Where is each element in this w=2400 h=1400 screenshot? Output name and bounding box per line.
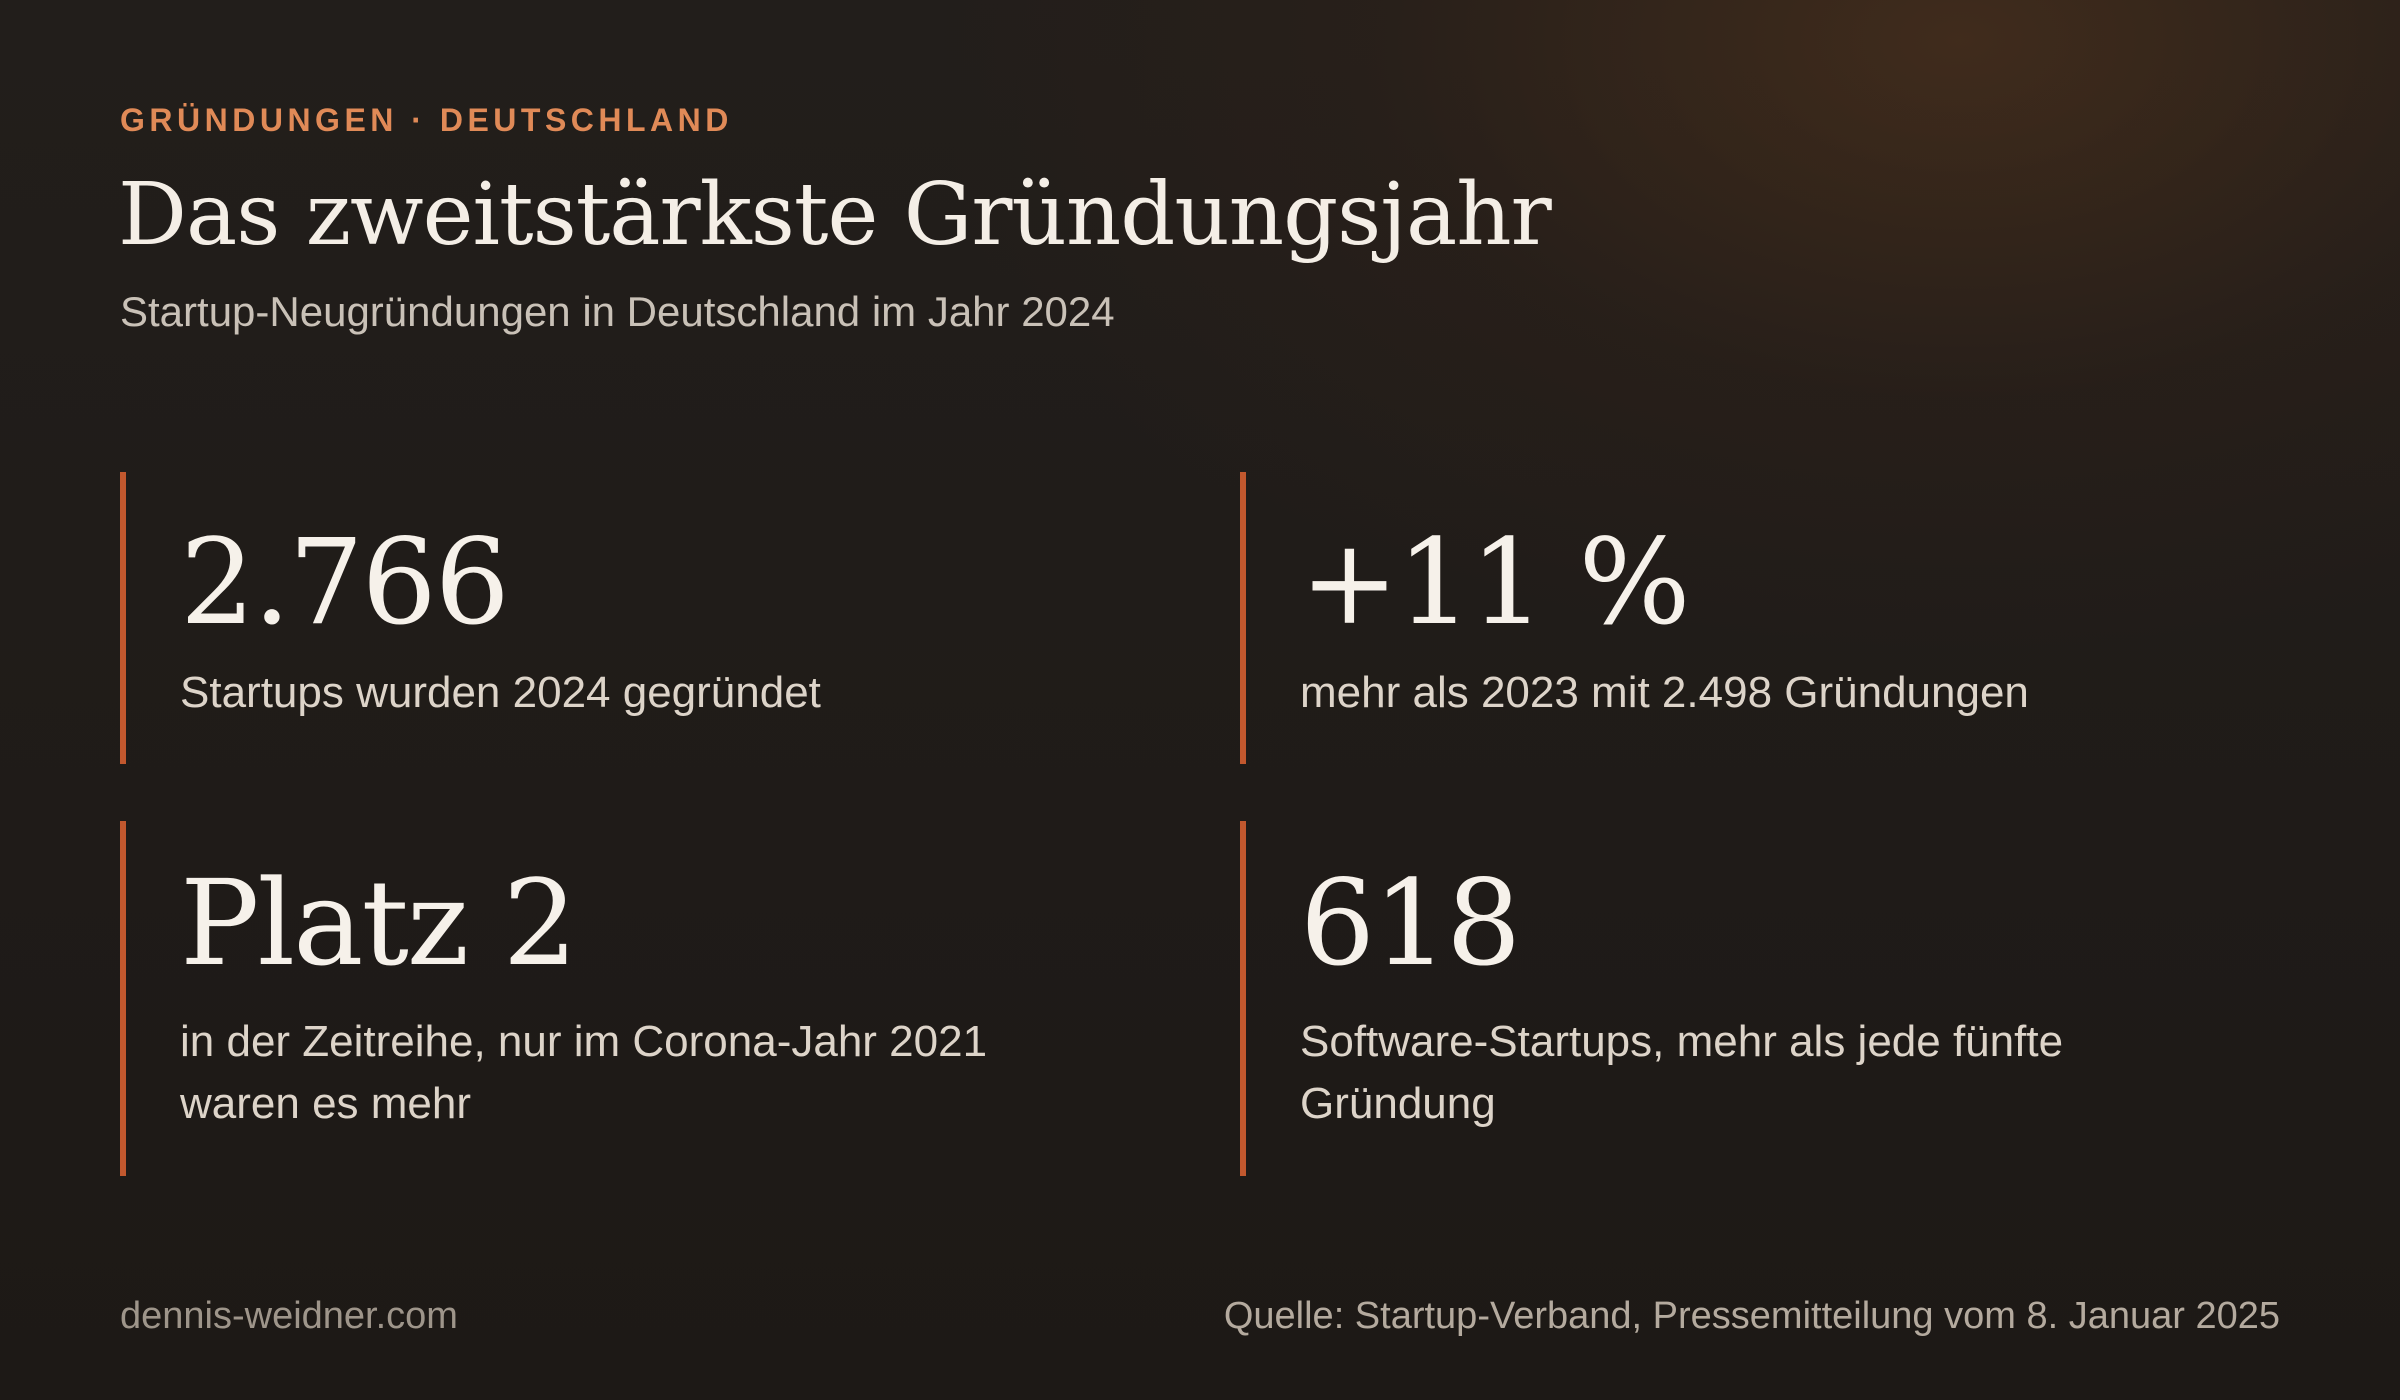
page-subtitle: Startup-Neugründungen in Deutschland im … xyxy=(120,288,1115,335)
stat-card-total-startups: 2.766 Startups wurden 2024 gegründet xyxy=(120,472,1120,764)
footer-site-link[interactable]: dennis-weidner.com xyxy=(120,1295,458,1337)
stat-value: 2.766 xyxy=(180,513,510,651)
stat-card-rank: Platz 2 in der Zeitreihe, nur im Corona-… xyxy=(120,821,1120,1176)
stat-value: Platz 2 xyxy=(180,854,578,992)
eyebrow-label: GRÜNDUNGEN · DEUTSCHLAND xyxy=(120,102,733,138)
stat-label: Software-Startups, mehr als jede fünfte … xyxy=(1300,1017,2064,1128)
page-title: Das zweitstärkste Gründungsjahr xyxy=(118,165,1552,265)
stat-label: in der Zeitreihe, nur im Corona-Jahr 202… xyxy=(180,1017,988,1128)
footer-source: Quelle: Startup-Verband, Pressemitteilun… xyxy=(1223,1295,2280,1337)
stat-label: mehr als 2023 mit 2.498 Gründungen xyxy=(1300,668,2029,717)
stat-value: 618 xyxy=(1300,854,1521,992)
stat-value: +11 % xyxy=(1300,513,1691,651)
stat-label: Startups wurden 2024 gegründet xyxy=(180,668,821,717)
stat-card-software-startups: 618 Software-Startups, mehr als jede fün… xyxy=(1240,821,2240,1176)
stat-card-growth: +11 % mehr als 2023 mit 2.498 Gründungen xyxy=(1240,472,2240,764)
